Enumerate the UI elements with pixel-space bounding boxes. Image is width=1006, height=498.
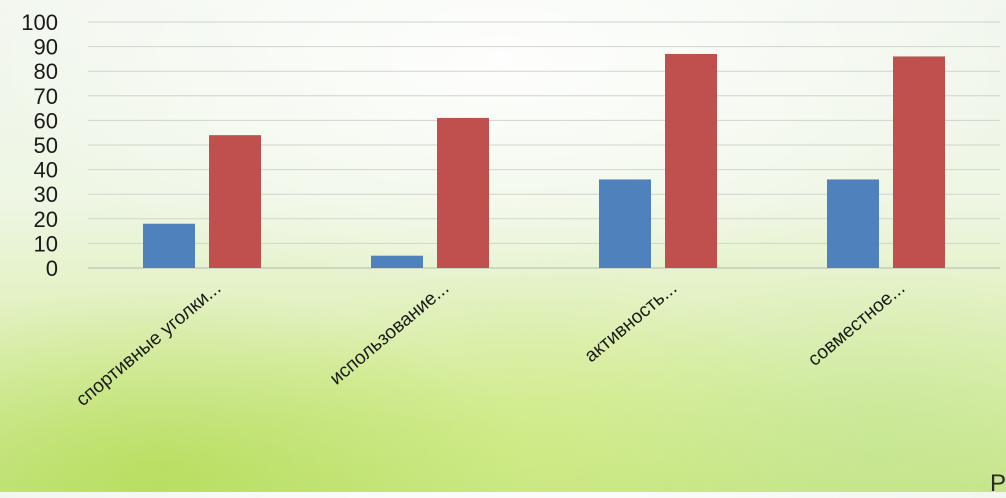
y-tick-label: 50	[34, 133, 58, 158]
x-category-label: активность...	[581, 278, 681, 367]
y-tick-label: 30	[34, 182, 58, 207]
bar-series-2-1	[209, 135, 261, 268]
x-category-label: использование...	[326, 278, 453, 390]
bars	[143, 53, 945, 269]
y-tick-label: 20	[34, 207, 58, 232]
bar-series-1-1	[143, 223, 195, 268]
y-tick-label: 70	[34, 84, 58, 109]
bar-series-1-4	[827, 179, 879, 268]
bar-series-2-4	[893, 56, 945, 268]
y-tick-label: 80	[34, 59, 58, 84]
bar-series-1-3	[599, 179, 651, 268]
x-category-label: совместное...	[804, 278, 909, 371]
x-axis-labels: спортивные уголки... использование... акти…	[72, 278, 909, 411]
bar-series-2-3	[665, 53, 717, 269]
y-tick-label: 90	[34, 35, 58, 60]
y-tick-label: 40	[34, 158, 58, 183]
y-tick-label: 100	[21, 10, 58, 35]
bar-series-1-2	[371, 255, 423, 268]
bar-series-2-2	[437, 117, 489, 268]
y-tick-label: 10	[34, 231, 58, 256]
corner-text: Р	[989, 470, 1006, 497]
y-tick-label: 0	[46, 256, 58, 281]
y-tick-label: 60	[34, 108, 58, 133]
x-category-label: спортивные уголки...	[72, 278, 225, 411]
